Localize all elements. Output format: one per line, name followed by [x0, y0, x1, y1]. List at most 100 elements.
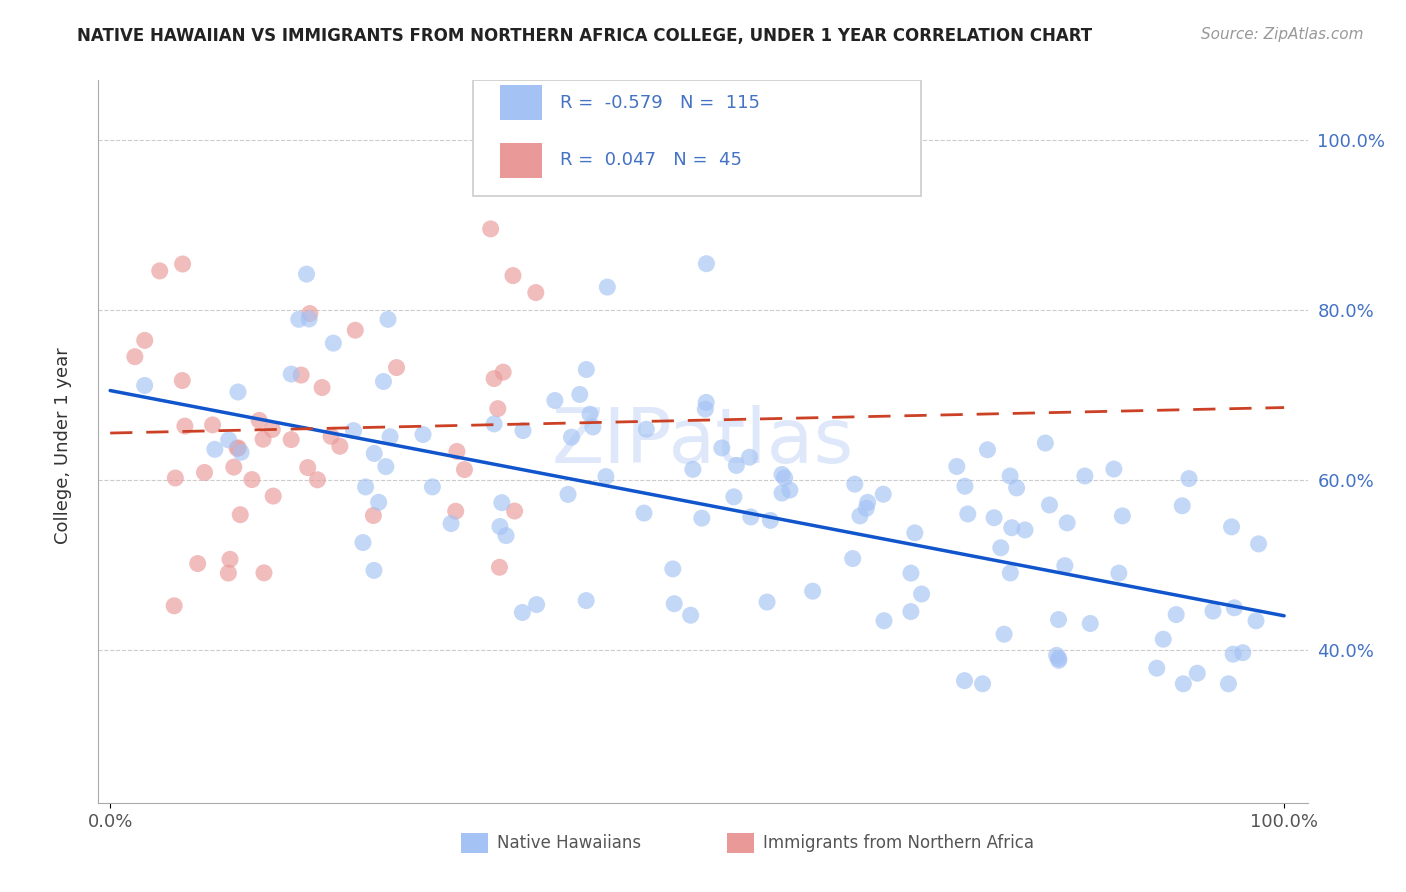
Text: ZIPatlas: ZIPatlas [551, 405, 855, 478]
Point [690, 511, 713, 525]
Point [165, 471, 187, 485]
Point [636, 422, 658, 436]
Point [363, 446, 385, 460]
Point [201, 417, 224, 432]
Point [363, 563, 385, 577]
Point [280, 433, 302, 447]
Point [910, 587, 932, 601]
Point [329, 439, 352, 453]
Point [695, 257, 717, 271]
Point [1005, 481, 1028, 495]
Point [1046, 648, 1069, 663]
Point [1166, 607, 1188, 622]
Point [482, 371, 505, 385]
Point [976, 442, 998, 457]
Point [319, 429, 342, 443]
Point [953, 479, 976, 493]
Point [972, 677, 994, 691]
Point [1111, 508, 1133, 523]
Point [512, 606, 534, 620]
Point [904, 525, 927, 540]
Point [352, 535, 374, 549]
Point [163, 599, 186, 613]
Point [1220, 520, 1243, 534]
Point [446, 444, 468, 458]
Point [367, 495, 389, 509]
Point [557, 487, 579, 501]
Point [252, 432, 274, 446]
Text: Source: ZipAtlas.com: Source: ZipAtlas.com [1201, 27, 1364, 42]
Point [953, 673, 976, 688]
Point [1244, 614, 1267, 628]
Point [378, 430, 401, 444]
Point [856, 495, 879, 509]
Point [295, 267, 318, 281]
Point [998, 469, 1021, 483]
Point [219, 552, 242, 566]
Point [1047, 613, 1070, 627]
Point [633, 506, 655, 520]
Point [1047, 651, 1070, 665]
Point [1247, 537, 1270, 551]
Point [502, 268, 524, 283]
Point [1000, 566, 1022, 580]
Point [560, 430, 582, 444]
Point [1222, 647, 1244, 661]
Point [204, 442, 226, 457]
Point [297, 460, 319, 475]
Point [1074, 469, 1097, 483]
Point [526, 598, 548, 612]
Point [695, 395, 717, 409]
Point [855, 501, 877, 516]
Point [1078, 616, 1101, 631]
Point [990, 541, 1012, 555]
FancyBboxPatch shape [727, 833, 754, 854]
Point [524, 285, 547, 300]
Point [373, 375, 395, 389]
Point [240, 473, 263, 487]
Point [262, 422, 284, 436]
Point [229, 445, 252, 459]
Point [779, 483, 801, 497]
Point [773, 471, 796, 485]
Point [1146, 661, 1168, 675]
Point [226, 384, 249, 399]
Text: College, Under 1 year: College, Under 1 year [55, 348, 72, 544]
Point [770, 467, 793, 482]
Point [134, 378, 156, 392]
Point [956, 507, 979, 521]
Point [253, 566, 276, 580]
Point [1033, 436, 1056, 450]
Point [1108, 566, 1130, 581]
Point [1187, 666, 1209, 681]
Point [575, 593, 598, 607]
Point [1038, 498, 1060, 512]
Point [595, 469, 617, 483]
Point [172, 374, 194, 388]
Text: R =  -0.579   N =  115: R = -0.579 N = 115 [561, 94, 761, 112]
FancyBboxPatch shape [474, 80, 921, 196]
Point [682, 462, 704, 476]
Point [983, 510, 1005, 524]
Point [575, 362, 598, 376]
Point [479, 222, 502, 236]
Point [187, 557, 209, 571]
Point [453, 462, 475, 476]
Text: Immigrants from Northern Africa: Immigrants from Northern Africa [763, 833, 1035, 852]
Point [344, 323, 367, 337]
Point [222, 460, 245, 475]
Point [679, 608, 702, 623]
Point [1014, 523, 1036, 537]
Point [1171, 499, 1194, 513]
Point [354, 480, 377, 494]
Point [873, 614, 896, 628]
Point [579, 407, 602, 421]
Point [695, 402, 717, 417]
Point [495, 528, 517, 542]
Point [759, 513, 782, 527]
Point [492, 365, 515, 379]
Point [841, 551, 863, 566]
Point [872, 487, 894, 501]
Point [193, 466, 215, 480]
Point [1152, 632, 1174, 647]
